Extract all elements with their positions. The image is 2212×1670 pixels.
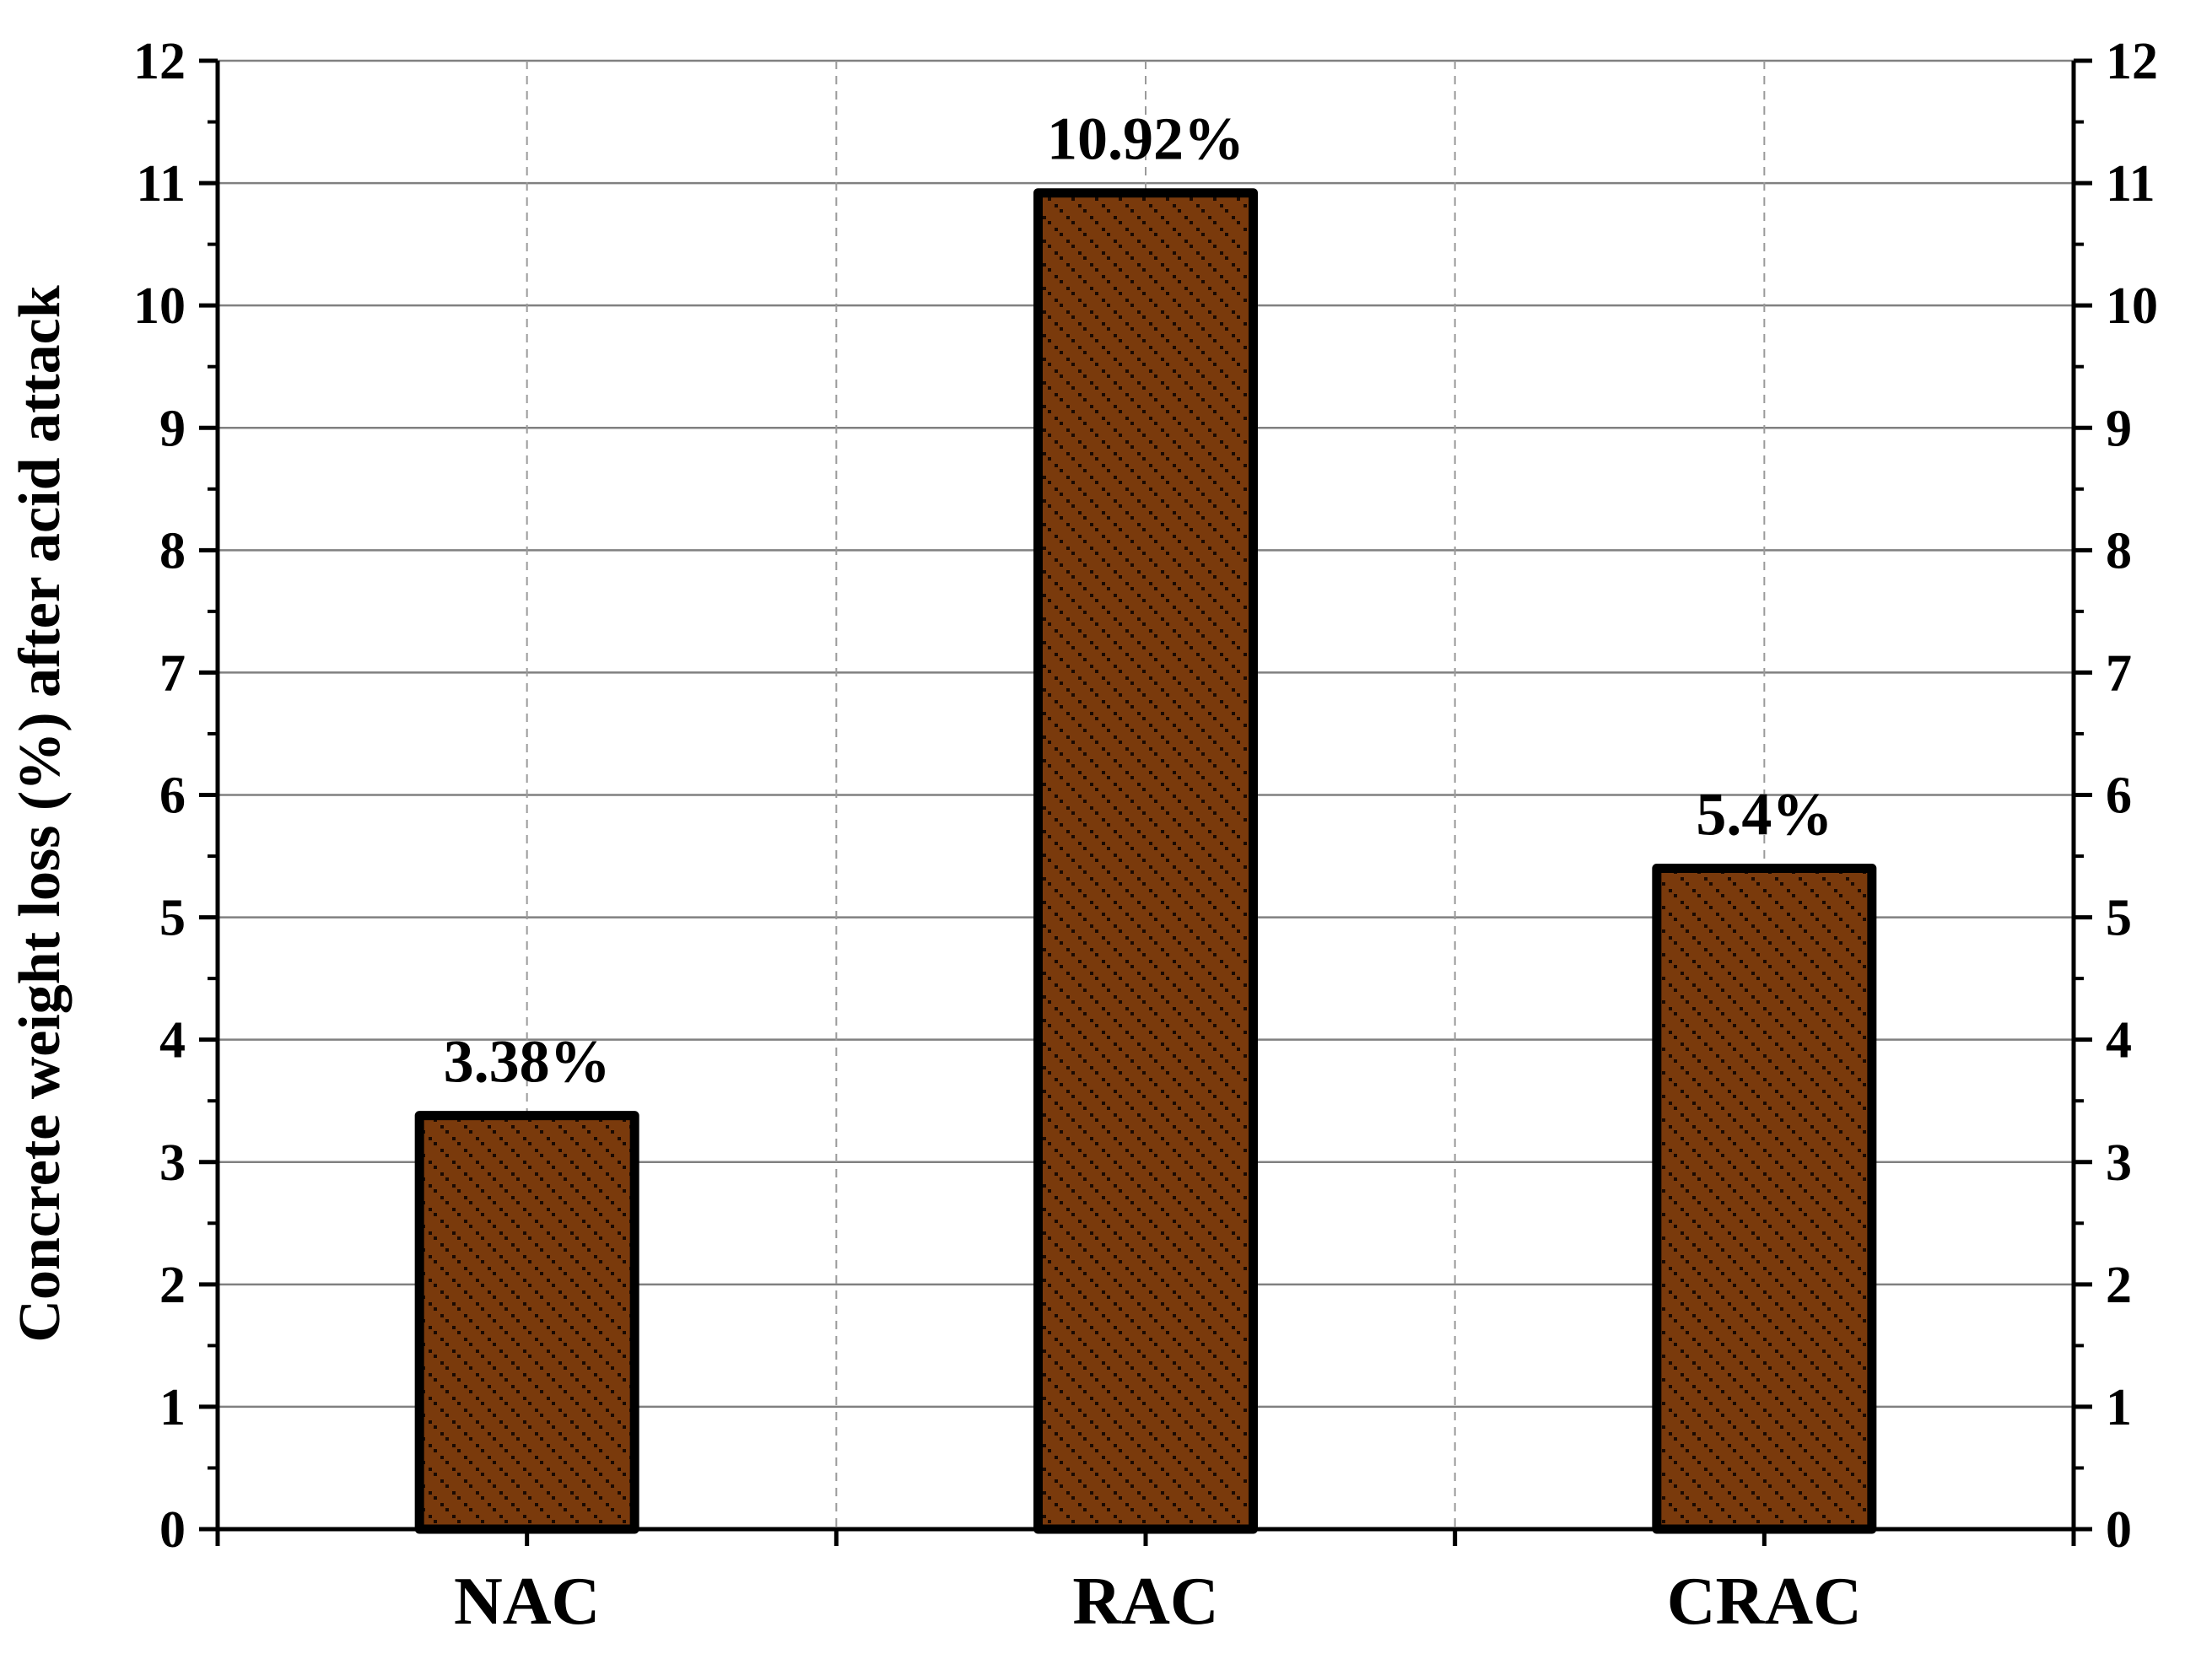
y-tick-label-right: 0 — [2106, 1501, 2132, 1559]
y-tick-label-left: 5 — [159, 890, 186, 947]
data-label-rac: 10.92% — [1047, 105, 1244, 173]
y-tick-label-right: 3 — [2106, 1134, 2132, 1192]
y-tick-label-left: 10 — [133, 277, 186, 335]
y-tick-label-right: 6 — [2106, 768, 2132, 825]
y-tick-label-left: 1 — [159, 1379, 186, 1436]
x-tick-label-nac: NAC — [454, 1565, 600, 1639]
y-tick-label-left: 2 — [159, 1257, 186, 1314]
x-tick-label-crac: CRAC — [1667, 1565, 1862, 1639]
data-label-nac: 3.38% — [444, 1028, 611, 1096]
y-tick-label-right: 11 — [2106, 155, 2155, 213]
y-tick-label-left: 8 — [159, 522, 186, 579]
y-axis-title: Concrete weight loss (%) after acid atta… — [8, 285, 73, 1342]
bar-nac — [414, 1111, 639, 1534]
y-tick-label-right: 12 — [2106, 33, 2158, 90]
y-tick-label-right: 1 — [2106, 1379, 2132, 1436]
y-tick-label-right: 2 — [2106, 1257, 2132, 1314]
y-tick-label-right: 4 — [2106, 1012, 2132, 1069]
y-tick-label-right: 8 — [2106, 522, 2132, 579]
x-tick-label-rac: RAC — [1072, 1565, 1218, 1639]
y-tick-label-left: 11 — [136, 155, 186, 213]
bar-rac — [1033, 188, 1258, 1534]
y-tick-label-left: 4 — [159, 1012, 186, 1069]
y-tick-label-right: 7 — [2106, 644, 2132, 702]
y-tick-label-right: 9 — [2106, 400, 2132, 457]
bars — [414, 188, 1877, 1534]
y-tick-label-left: 0 — [159, 1501, 186, 1559]
bar-crac — [1652, 864, 1877, 1534]
y-tick-label-left: 3 — [159, 1134, 186, 1192]
y-tick-label-right: 5 — [2106, 890, 2132, 947]
y-tick-label-right: 10 — [2106, 277, 2158, 335]
y-tick-label-left: 9 — [159, 400, 186, 457]
axes — [199, 58, 2092, 1546]
y-tick-label-left: 6 — [159, 768, 186, 825]
y-tick-label-left: 7 — [159, 644, 186, 702]
data-label-crac: 5.4% — [1696, 781, 1832, 848]
y-tick-label-left: 12 — [133, 33, 186, 90]
